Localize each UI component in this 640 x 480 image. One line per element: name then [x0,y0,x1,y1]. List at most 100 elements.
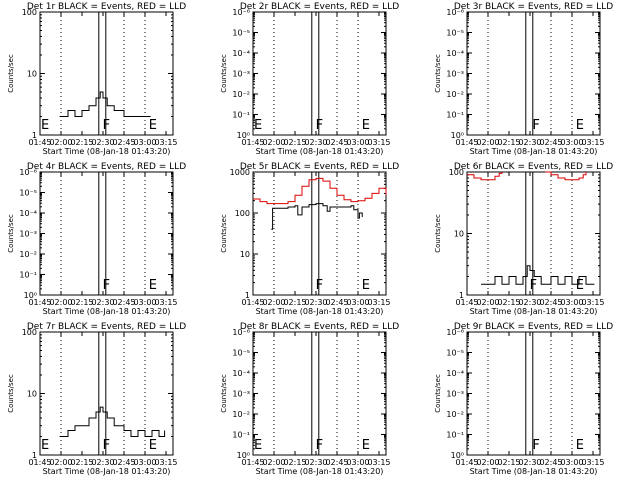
marker-f: F [316,278,323,293]
detector-panel-2: Det 2r BLACK = Events, RED = LLD 10⁰ 10⁻¹ 1… [220,2,399,156]
x-axis-label: Start Time (08-Jan-18 01:43:20) [470,307,598,316]
y-axis-label: Counts/sec [7,54,15,93]
x-tick-label: 02:45 [539,138,562,147]
x-tick-label: 01:45 [241,458,264,467]
y-tick-label: 10⁻⁵ [19,189,37,198]
y-axis-label: Counts/sec [434,374,442,413]
y-tick-label: 10⁻¹ [446,431,464,440]
y-tick-label: 10⁰ [451,131,464,140]
lld-series-line [467,172,503,181]
y-tick-label: 10⁻⁵ [446,349,464,358]
x-tick-label: 02:00 [262,298,285,307]
marker-f: F [316,118,323,133]
y-tick-label: 1 [32,131,37,140]
events-series-line [59,91,151,117]
lld-series-line [545,171,587,181]
y-tick-label: 100 [449,168,464,177]
y-tick-label: 10⁻³ [232,70,250,79]
x-axis-label: Start Time (08-Jan-18 01:43:20) [43,147,171,156]
y-tick-label: 1 [32,451,37,460]
x-tick-label: 01:45 [455,138,478,147]
marker-e: E [41,118,49,133]
x-tick-label: 01:45 [28,138,51,147]
lld-series-line [253,177,387,205]
events-series-line [481,265,595,285]
x-tick-label: 02:15 [70,298,93,307]
y-tick-label: 10⁰ [237,131,250,140]
x-tick-label: 02:15 [497,458,520,467]
x-tick-label: 02:00 [49,298,72,307]
plot-frame [252,331,387,456]
y-tick-label: 10⁰ [24,291,37,300]
y-axis-label: Counts/sec [434,214,442,253]
x-axis-label: Start Time (08-Jan-18 01:43:20) [256,307,384,316]
events-series-line [59,406,166,437]
y-tick-label: 10⁻² [446,410,464,419]
marker-e: E [254,118,262,133]
x-tick-label: 02:00 [476,458,499,467]
panel-title: Det 6r BLACK = Events, RED = LLD [454,162,613,172]
panel-title: Det 4r BLACK = Events, RED = LLD [27,162,186,172]
x-tick-label: 02:15 [497,138,520,147]
detector-panel-1: Det 1r BLACK = Events, RED = LLD 1 10 100 01… [7,2,186,156]
y-tick-label: 10⁻¹ [232,431,250,440]
x-axis-label: Start Time (08-Jan-18 01:43:20) [256,467,384,476]
y-tick-label: 10⁰ [237,451,250,460]
x-tick-label: 02:00 [262,458,285,467]
x-tick-label: 02:15 [283,138,306,147]
x-tick-label: 03:15 [581,138,604,147]
panel-title: Det 7r BLACK = Events, RED = LLD [27,322,186,332]
x-tick-label: 02:30 [304,458,327,467]
x-tick-label: 02:15 [283,458,306,467]
y-tick-label: 10⁻⁴ [19,209,37,218]
x-tick-label: 02:15 [497,298,520,307]
x-tick-label: 01:45 [455,458,478,467]
x-tick-label: 02:45 [325,138,348,147]
detector-panel-5: Det 5r BLACK = Events, RED = LLD 1 10 100 10… [220,162,399,316]
x-tick-label: 02:00 [49,458,72,467]
x-tick-label: 01:45 [28,458,51,467]
x-tick-label: 02:15 [283,298,306,307]
x-tick-label: 03:00 [346,458,369,467]
marker-e: E [576,438,584,453]
y-tick-label: 10⁻⁵ [446,29,464,38]
x-tick-label: 02:45 [539,458,562,467]
plot-frame [252,171,387,296]
x-tick-label: 02:00 [476,138,499,147]
y-tick-label: 10⁻⁴ [446,369,464,378]
x-tick-label: 03:15 [581,298,604,307]
x-tick-label: 03:00 [133,458,156,467]
y-tick-label: 10⁻³ [19,230,37,239]
x-tick-label: 03:00 [560,138,583,147]
x-tick-label: 03:15 [581,458,604,467]
detector-panel-7: Det 7r BLACK = Events, RED = LLD 1 10 100 01… [7,322,186,476]
x-tick-label: 02:00 [49,138,72,147]
panel-title: Det 5r BLACK = Events, RED = LLD [240,162,399,172]
marker-e: E [576,278,584,293]
x-tick-label: 03:15 [367,458,390,467]
y-tick-label: 10⁻⁴ [232,49,250,58]
x-tick-label: 03:00 [133,138,156,147]
x-tick-label: 01:45 [28,298,51,307]
y-axis-label: Counts/sec [220,54,228,93]
marker-e: E [362,278,370,293]
y-tick-label: 10⁻⁵ [232,349,250,358]
x-tick-label: 02:30 [91,138,114,147]
y-tick-label: 10⁻² [232,410,250,419]
marker-e: E [254,438,262,453]
x-tick-label: 02:00 [476,298,499,307]
y-tick-label: 10⁻¹ [232,111,250,120]
y-tick-label: 10 [454,230,464,239]
y-tick-label: 100 [22,328,37,337]
y-axis-label: Counts/sec [7,374,15,413]
marker-f: F [530,278,537,293]
detector-panel-3: Det 3r BLACK = Events, RED = LLD 10⁰ 10⁻¹ 1… [434,2,613,156]
x-tick-label: 02:15 [70,458,93,467]
y-tick-label: 10⁻⁶ [232,8,250,17]
x-tick-label: 02:45 [325,298,348,307]
panel-title: Det 1r BLACK = Events, RED = LLD [27,2,186,12]
x-axis-label: Start Time (08-Jan-18 01:43:20) [43,467,171,476]
y-tick-label: 10 [240,250,250,259]
y-tick-label: 10 [27,70,37,79]
y-axis-label: Counts/sec [220,214,228,253]
